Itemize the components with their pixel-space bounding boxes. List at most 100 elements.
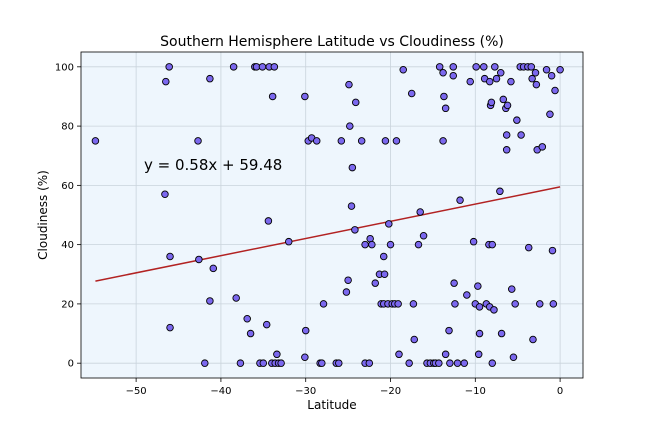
data-point <box>466 77 474 86</box>
data-point <box>509 353 518 362</box>
y-tick-label: 40 <box>61 240 74 251</box>
data-point <box>453 359 462 367</box>
regression-line <box>95 186 561 282</box>
data-point <box>232 294 240 302</box>
data-point <box>474 350 483 359</box>
data-point <box>513 116 521 124</box>
data-point <box>399 66 407 74</box>
data-point <box>410 335 419 344</box>
y-tick-label: 60 <box>61 181 74 192</box>
data-point <box>538 143 547 151</box>
data-point <box>371 279 379 287</box>
data-point <box>381 137 390 145</box>
data-point <box>450 279 458 287</box>
data-point <box>445 326 453 335</box>
data-point <box>542 66 551 74</box>
data-point <box>531 68 540 77</box>
data-point <box>497 329 506 338</box>
data-point <box>348 163 357 172</box>
data-point <box>337 137 346 145</box>
data-point <box>201 359 209 367</box>
regression-equation: y = 0.58x + 59.48 <box>144 156 282 174</box>
data-point <box>451 300 459 308</box>
data-point <box>268 92 277 101</box>
data-point <box>524 243 533 252</box>
data-point <box>407 89 416 98</box>
x-axis-label: Latitude <box>307 398 356 412</box>
data-point <box>165 63 173 71</box>
data-point <box>485 77 494 86</box>
data-point <box>270 63 279 71</box>
data-point <box>435 359 443 367</box>
data-point <box>368 240 376 249</box>
data-point <box>361 240 369 249</box>
data-point <box>435 63 444 71</box>
data-point <box>416 208 424 216</box>
data-point <box>312 137 321 145</box>
data-point <box>517 131 525 139</box>
data-point <box>527 63 536 71</box>
data-point <box>206 297 214 305</box>
data-point <box>394 300 402 308</box>
data-point <box>194 137 202 145</box>
data-point <box>502 146 511 154</box>
data-point <box>236 359 245 367</box>
data-point <box>441 350 450 359</box>
data-point <box>549 300 558 308</box>
data-point <box>528 74 536 83</box>
data-point <box>229 63 238 71</box>
data-point <box>161 190 169 199</box>
y-tick-label: 80 <box>61 122 74 133</box>
data-point <box>529 335 537 344</box>
data-point <box>463 291 471 299</box>
data-point <box>246 329 255 338</box>
regression-layer <box>95 186 561 282</box>
data-point <box>490 306 498 314</box>
data-point <box>536 300 544 308</box>
data-point <box>475 329 484 338</box>
data-point <box>456 196 464 204</box>
x-tick-label: −10 <box>465 386 486 397</box>
data-point <box>546 110 554 118</box>
y-axis-label: Cloudiness (%) <box>36 170 50 260</box>
data-point <box>492 74 501 83</box>
data-point <box>259 359 268 367</box>
data-point <box>460 359 469 367</box>
data-point <box>262 320 271 329</box>
scatter-points <box>91 63 564 367</box>
data-point <box>357 137 366 145</box>
data-point <box>347 202 356 210</box>
plot-frame <box>80 51 584 379</box>
x-tick-label: −20 <box>380 386 401 397</box>
data-point <box>264 217 273 225</box>
data-point <box>162 77 170 86</box>
data-point <box>351 98 360 107</box>
data-point <box>414 240 423 249</box>
data-point <box>488 359 497 367</box>
data-point <box>469 237 478 246</box>
data-point <box>440 92 448 101</box>
data-point <box>532 80 541 89</box>
x-tick-label: −30 <box>295 386 316 397</box>
data-point <box>547 71 556 80</box>
data-point <box>386 240 395 249</box>
data-point <box>380 270 389 279</box>
data-point <box>319 300 328 308</box>
data-point <box>285 237 293 246</box>
data-point <box>441 104 450 113</box>
data-point <box>301 92 309 101</box>
y-tick-label: 20 <box>61 299 74 310</box>
data-point <box>474 282 482 290</box>
data-point <box>409 300 418 308</box>
data-point <box>491 63 499 71</box>
data-point <box>195 255 203 264</box>
data-point <box>379 252 388 261</box>
data-point <box>446 359 454 367</box>
data-point <box>496 187 504 196</box>
data-point <box>511 300 519 308</box>
axis-ticks: −50 −40 −30 −20 −10 0 0 20 40 60 80 100 <box>55 62 563 397</box>
data-point <box>346 122 354 130</box>
data-point <box>273 350 281 359</box>
data-point <box>365 359 374 367</box>
